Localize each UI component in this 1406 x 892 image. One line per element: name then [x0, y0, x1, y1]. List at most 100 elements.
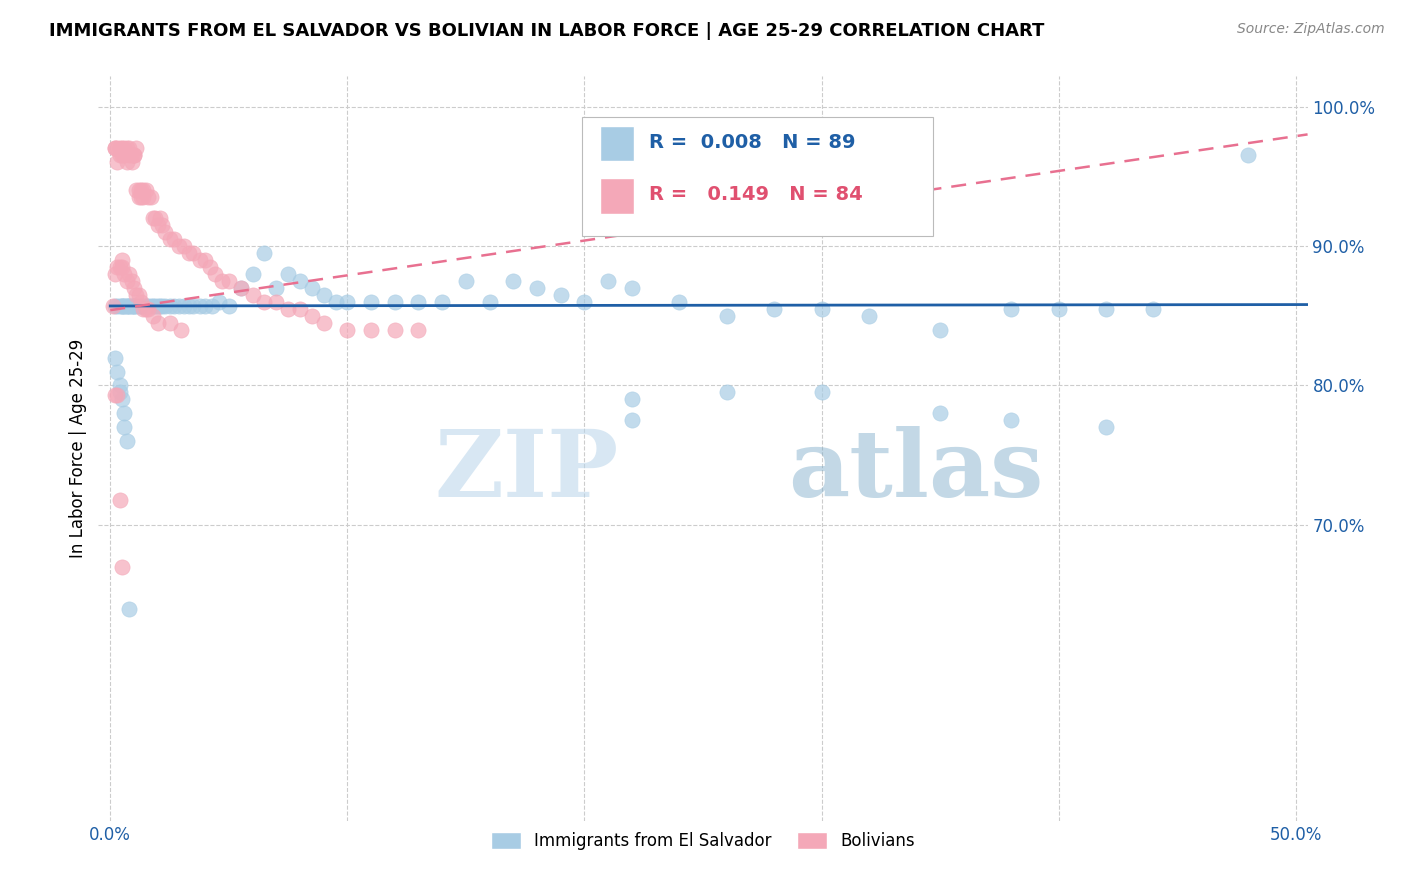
Point	[118, 148, 141, 162]
Point	[153, 225, 176, 239]
Point	[139, 299, 162, 313]
Point	[135, 299, 157, 313]
Point	[218, 274, 240, 288]
Point	[115, 155, 138, 169]
Point	[1000, 301, 1022, 316]
Point	[108, 378, 131, 392]
Text: Source: ZipAtlas.com: Source: ZipAtlas.com	[1237, 22, 1385, 37]
Point	[620, 281, 643, 295]
Point	[173, 299, 195, 313]
Point	[146, 299, 169, 313]
Point	[122, 299, 145, 313]
Point	[136, 299, 159, 313]
Point	[167, 239, 190, 253]
Point	[115, 434, 138, 449]
Point	[115, 141, 138, 155]
Point	[360, 294, 382, 309]
Point	[1142, 301, 1164, 316]
Point	[111, 252, 134, 267]
Text: ZIP: ZIP	[434, 425, 619, 516]
Point	[152, 218, 174, 232]
Point	[149, 299, 172, 313]
Point	[104, 141, 127, 155]
Point	[264, 294, 287, 309]
Point	[121, 274, 143, 288]
Point	[105, 155, 128, 169]
Point	[111, 299, 134, 313]
Point	[574, 294, 596, 309]
Point	[167, 299, 190, 313]
Point	[135, 183, 157, 197]
Point	[384, 294, 406, 309]
Point	[146, 218, 169, 232]
Point	[111, 148, 134, 162]
Bar	[600, 178, 634, 213]
Point	[668, 294, 690, 309]
Point	[181, 299, 204, 313]
Point	[104, 388, 127, 402]
Point	[163, 232, 186, 246]
Point	[121, 155, 143, 169]
Point	[108, 141, 131, 155]
Point	[277, 301, 299, 316]
Point	[143, 211, 166, 225]
Y-axis label: In Labor Force | Age 25-29: In Labor Force | Age 25-29	[69, 339, 87, 558]
Legend: Immigrants from El Salvador, Bolivians: Immigrants from El Salvador, Bolivians	[485, 825, 921, 857]
Point	[135, 299, 157, 313]
Point	[122, 299, 145, 313]
Point	[114, 299, 136, 313]
Point	[253, 246, 276, 260]
Point	[242, 267, 264, 281]
Point	[194, 252, 217, 267]
Point	[929, 406, 952, 420]
Point	[177, 299, 200, 313]
Point	[108, 299, 131, 313]
Point	[408, 294, 430, 309]
Point	[122, 281, 145, 295]
Point	[108, 385, 131, 400]
Point	[288, 301, 311, 316]
Point	[121, 299, 143, 313]
Point	[121, 148, 143, 162]
Point	[101, 299, 124, 313]
Point	[181, 246, 204, 260]
Point	[118, 299, 141, 313]
Point	[716, 309, 738, 323]
Point	[810, 301, 832, 316]
Point	[1095, 301, 1118, 316]
Point	[170, 323, 193, 337]
Point	[190, 299, 212, 313]
Point	[242, 287, 264, 301]
Point	[135, 301, 157, 316]
Point	[129, 294, 152, 309]
Point	[118, 141, 141, 155]
Point	[114, 420, 136, 434]
Point	[114, 148, 136, 162]
Point	[208, 294, 231, 309]
Point	[177, 246, 200, 260]
Point	[115, 299, 138, 313]
Point	[139, 190, 162, 204]
Point	[108, 148, 131, 162]
Point	[152, 299, 174, 313]
Point	[360, 323, 382, 337]
Point	[132, 301, 155, 316]
Point	[159, 316, 181, 330]
Text: IMMIGRANTS FROM EL SALVADOR VS BOLIVIAN IN LABOR FORCE | AGE 25-29 CORRELATION C: IMMIGRANTS FROM EL SALVADOR VS BOLIVIAN …	[49, 22, 1045, 40]
Point	[143, 299, 166, 313]
Point	[218, 299, 240, 313]
Point	[105, 388, 128, 402]
Point	[336, 323, 359, 337]
Point	[301, 281, 323, 295]
Point	[104, 299, 127, 313]
Point	[104, 141, 127, 155]
Point	[1095, 420, 1118, 434]
Point	[716, 385, 738, 400]
Point	[201, 299, 224, 313]
Point	[121, 299, 143, 313]
Point	[153, 299, 176, 313]
Point	[105, 141, 128, 155]
Point	[526, 281, 548, 295]
Point	[432, 294, 454, 309]
Point	[125, 299, 148, 313]
